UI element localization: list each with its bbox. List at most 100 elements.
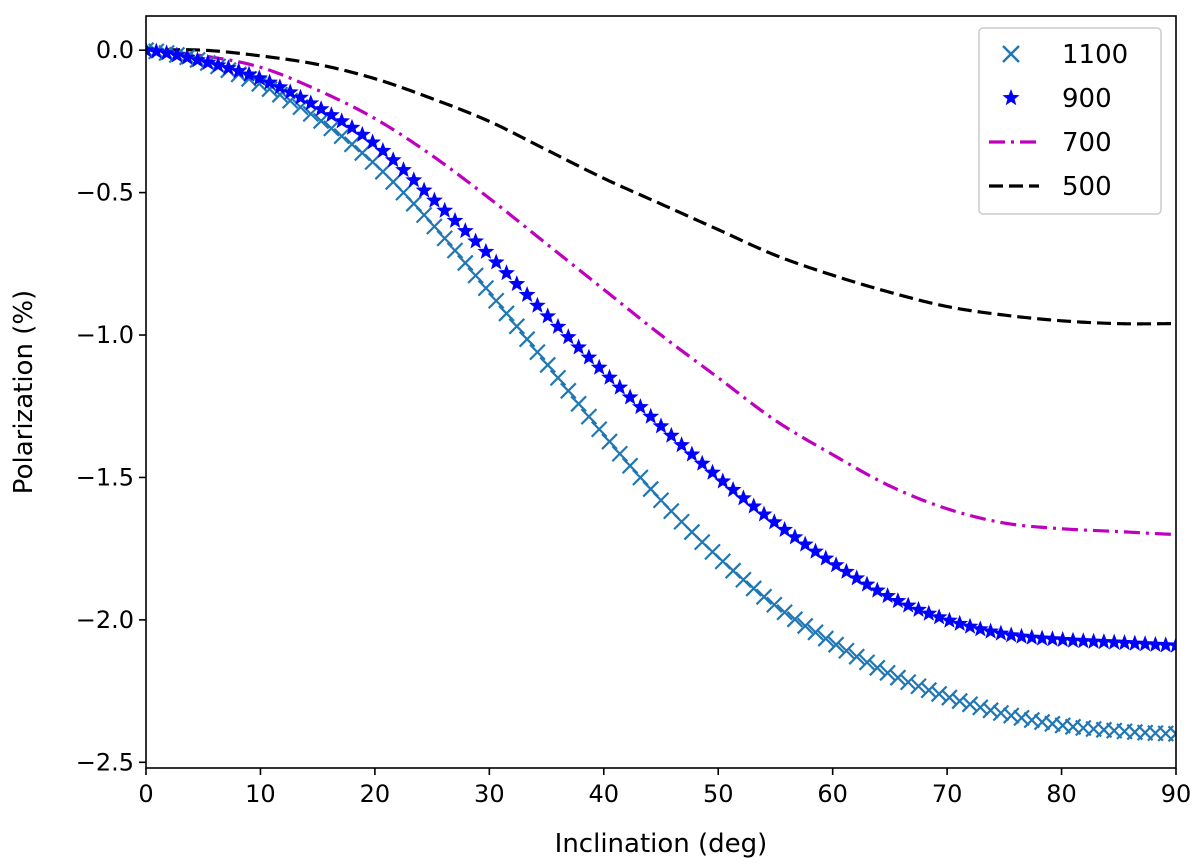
data-point	[848, 648, 865, 665]
data-point	[199, 53, 217, 70]
data-point	[601, 368, 618, 385]
data-point	[930, 608, 948, 625]
data-point	[559, 328, 577, 345]
data-point	[992, 624, 1010, 641]
data-point	[560, 382, 577, 400]
data-point	[261, 80, 278, 98]
data-point	[446, 242, 464, 259]
data-point	[848, 569, 866, 586]
data-point	[436, 201, 454, 218]
data-point	[972, 699, 989, 716]
data-point	[189, 51, 206, 68]
data-point	[683, 445, 701, 462]
data-point	[1023, 628, 1041, 645]
data-point	[745, 580, 762, 597]
data-point	[1146, 635, 1164, 652]
data-point	[147, 42, 165, 59]
data-point	[302, 94, 320, 111]
data-point	[446, 211, 464, 228]
data-point	[425, 191, 443, 208]
data-point	[178, 48, 196, 65]
data-point	[477, 279, 495, 297]
data-point	[158, 44, 176, 61]
data-point	[549, 369, 567, 387]
series-layer	[146, 41, 1176, 743]
legend-item-700: 700	[989, 128, 1112, 158]
data-point	[281, 83, 299, 100]
data-point	[353, 125, 371, 142]
data-point	[755, 505, 773, 522]
data-point	[487, 253, 505, 270]
data-point	[261, 73, 279, 90]
data-point	[961, 696, 979, 713]
data-point	[590, 420, 608, 438]
data-point	[343, 118, 361, 135]
data-point	[498, 264, 515, 281]
data-point	[1023, 711, 1041, 729]
data-point	[827, 636, 845, 653]
data-point	[704, 463, 721, 480]
y-tick-label: −1.5	[76, 463, 134, 491]
legend-item-500: 500	[989, 172, 1112, 202]
data-point	[673, 436, 691, 453]
data-point	[858, 654, 876, 671]
data-point	[786, 611, 804, 628]
data-point	[920, 681, 938, 699]
data-point	[910, 600, 927, 617]
data-point	[982, 702, 999, 719]
data-point	[796, 535, 814, 552]
data-point	[333, 127, 350, 145]
data-point	[312, 100, 330, 117]
data-point	[1136, 635, 1154, 652]
data-point	[827, 556, 845, 573]
data-point	[590, 358, 608, 375]
legend-handle	[1002, 45, 1020, 63]
data-point	[776, 520, 794, 537]
data-point	[858, 575, 876, 592]
data-point	[1095, 633, 1113, 650]
data-point	[1064, 631, 1082, 648]
x-tick-label: 20	[360, 780, 391, 808]
ticks-layer: 0 10 20 30 40 50 60 70 80 90 0.0 −0.5 −1.0 −1.5 −2.0 −2…	[76, 36, 1192, 808]
data-point	[1033, 713, 1051, 731]
data-point	[539, 356, 556, 374]
x-tick-label: 70	[932, 780, 963, 808]
data-point	[1054, 631, 1072, 648]
data-point	[951, 614, 969, 631]
data-point	[951, 692, 968, 710]
data-point	[364, 133, 382, 150]
data-point	[395, 161, 412, 178]
data-point	[817, 549, 835, 566]
data-point	[879, 664, 896, 682]
data-point	[323, 120, 340, 137]
data-point	[549, 317, 567, 334]
data-point	[1043, 630, 1061, 647]
data-point	[1167, 725, 1176, 743]
data-point	[982, 622, 1000, 639]
data-point	[250, 69, 268, 86]
data-point	[652, 417, 670, 434]
legend-label: 900	[1062, 84, 1112, 114]
data-point	[456, 222, 474, 239]
data-point	[292, 88, 309, 105]
data-point	[971, 620, 989, 637]
data-point	[498, 305, 515, 322]
x-tick-label: 30	[474, 780, 505, 808]
data-point	[930, 685, 948, 703]
data-point	[631, 398, 649, 415]
x-tick-label: 10	[245, 780, 276, 808]
data-point	[817, 630, 835, 647]
data-point	[1126, 634, 1144, 651]
data-point	[518, 286, 536, 303]
data-point	[384, 151, 402, 168]
data-point	[251, 75, 268, 93]
legend-label: 1100	[1062, 40, 1128, 70]
data-point	[899, 673, 917, 691]
data-point	[745, 497, 763, 514]
y-axis-label: Polarization (%)	[9, 290, 39, 494]
data-point	[529, 343, 546, 361]
legend-handle	[1002, 89, 1020, 106]
series-line-500	[146, 48, 1176, 326]
data-point	[312, 112, 330, 130]
